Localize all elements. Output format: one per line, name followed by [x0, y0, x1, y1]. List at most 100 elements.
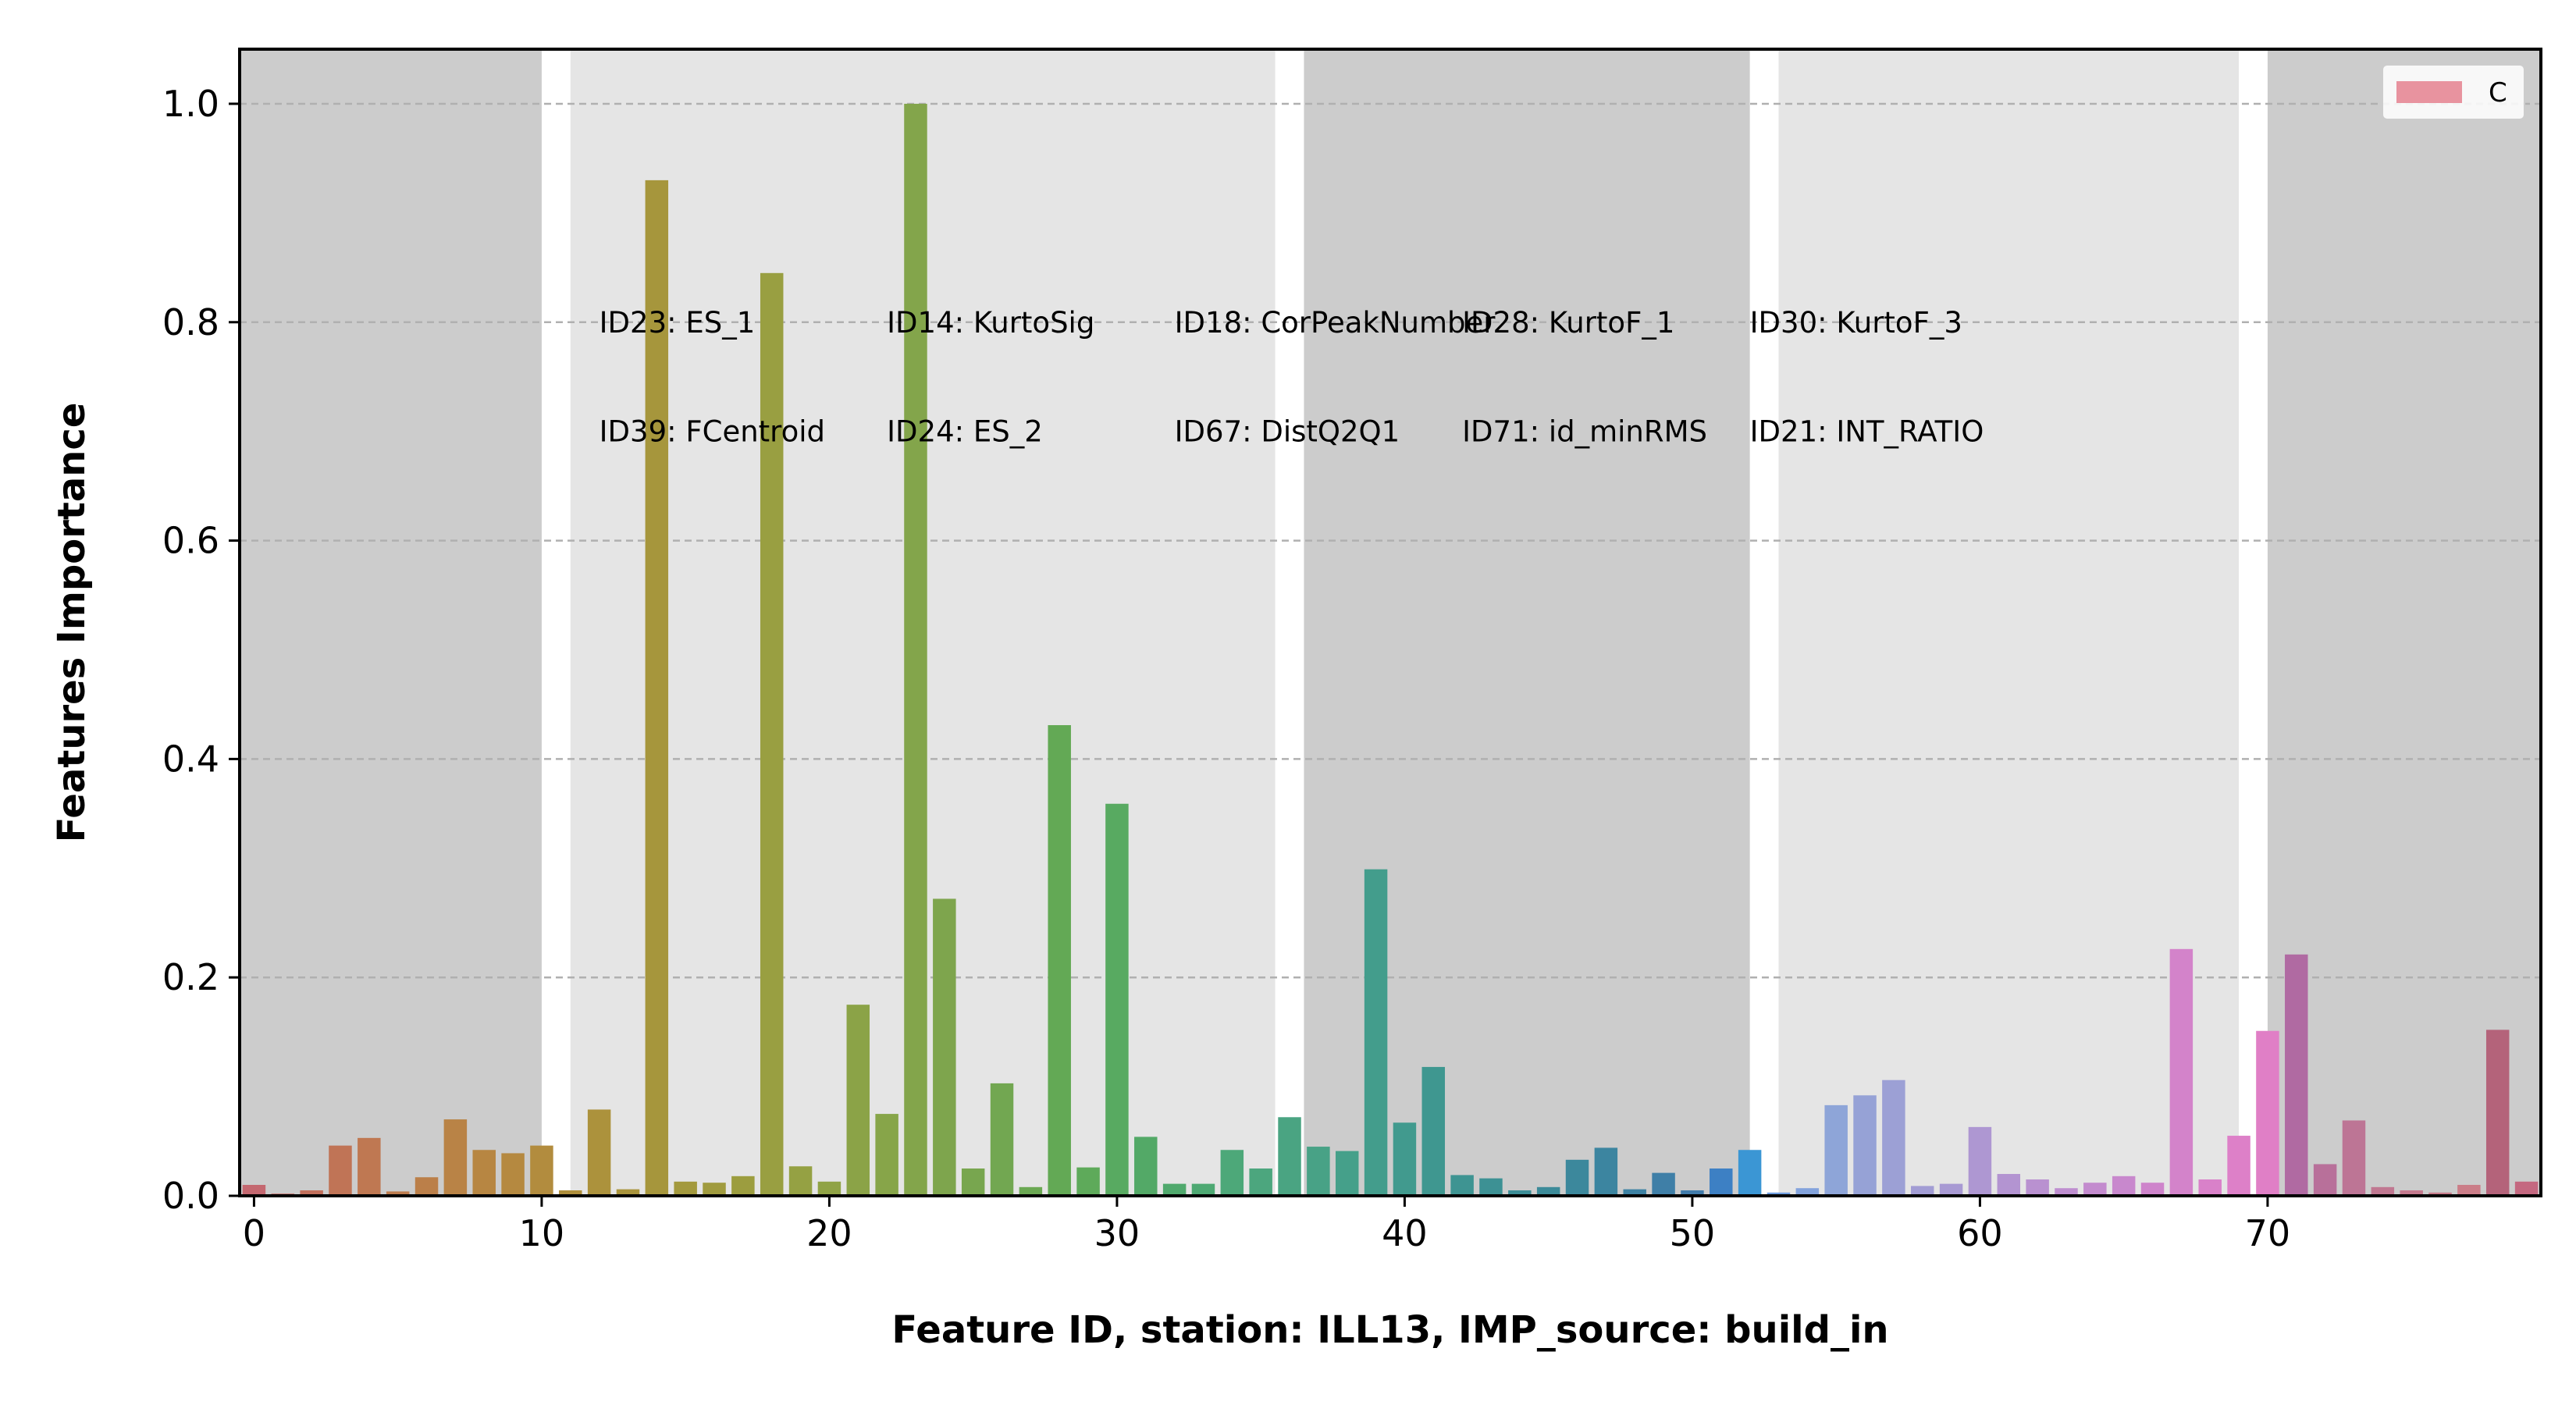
background-band-4 — [2267, 49, 2541, 1196]
plot-frame — [238, 48, 2542, 1197]
annotation-2: ID18: CorPeakNumber — [1175, 306, 1496, 340]
bar-series — [242, 103, 2539, 1197]
x-axis-title: Feature ID, station: ILL13, IMP_source: … — [891, 1308, 1888, 1352]
x-tick-label-4: 40 — [1382, 1212, 1428, 1254]
bar-61 — [1997, 1174, 2021, 1196]
bar-38 — [1335, 1151, 1359, 1196]
bar-33 — [1191, 1183, 1215, 1196]
y-tick-label-2: 0.4 — [162, 738, 219, 780]
x-tick-label-5: 50 — [1670, 1212, 1716, 1254]
bar-76 — [2428, 1192, 2452, 1196]
annotation-6: ID24: ES_2 — [887, 415, 1043, 449]
bar-40 — [1393, 1122, 1417, 1196]
bar-20 — [817, 1181, 841, 1196]
bar-5 — [386, 1191, 410, 1196]
background-band-3 — [1778, 49, 2240, 1196]
bar-78 — [2485, 1030, 2510, 1196]
bar-25 — [961, 1168, 985, 1196]
bar-56 — [1853, 1095, 1877, 1196]
y-tick-label-5: 1.0 — [162, 83, 219, 125]
bar-32 — [1162, 1183, 1187, 1196]
bar-69 — [2227, 1136, 2250, 1196]
annotation-5: ID39: FCentroid — [600, 415, 825, 449]
bar-49 — [1652, 1172, 1675, 1196]
bar-58 — [1910, 1186, 1934, 1196]
bar-29 — [1076, 1167, 1100, 1196]
background-bands — [240, 49, 2541, 1196]
bar-48 — [1623, 1189, 1646, 1196]
annotation-7: ID67: DistQ2Q1 — [1175, 415, 1400, 449]
bar-10 — [530, 1145, 553, 1196]
annotation-9: ID21: INT_RATIO — [1750, 415, 1984, 449]
bar-42 — [1450, 1175, 1474, 1196]
bar-57 — [1882, 1080, 1905, 1196]
legend: C — [2382, 64, 2525, 120]
bar-63 — [2055, 1188, 2078, 1196]
bar-75 — [2400, 1190, 2423, 1196]
annotation-4: ID30: KurtoF_3 — [1750, 306, 1962, 340]
bar-15 — [674, 1181, 697, 1196]
bar-18 — [760, 272, 784, 1197]
x-tick-label-1: 10 — [519, 1212, 565, 1254]
bar-53 — [1767, 1192, 1791, 1196]
bar-64 — [2083, 1183, 2107, 1196]
bar-70 — [2256, 1030, 2279, 1196]
bar-60 — [1968, 1126, 1992, 1196]
bar-68 — [2198, 1179, 2222, 1196]
bar-45 — [1536, 1186, 1560, 1196]
bar-35 — [1249, 1168, 1272, 1196]
annotation-0: ID23: ES_1 — [600, 306, 756, 340]
bar-6 — [415, 1177, 439, 1196]
bar-8 — [472, 1150, 496, 1196]
bar-47 — [1594, 1147, 1618, 1196]
x-tick-label-3: 30 — [1094, 1212, 1140, 1254]
x-tick-label-0: 0 — [243, 1212, 265, 1254]
bar-72 — [2313, 1164, 2337, 1196]
bar-30 — [1105, 803, 1129, 1196]
bar-65 — [2112, 1176, 2136, 1196]
bar-12 — [587, 1109, 611, 1196]
background-band-0 — [240, 49, 542, 1196]
bar-0 — [242, 1185, 266, 1196]
x-tick-label-6: 60 — [1957, 1212, 2003, 1254]
bar-7 — [443, 1119, 468, 1196]
bar-9 — [501, 1153, 525, 1196]
bar-21 — [846, 1005, 870, 1196]
bar-62 — [2026, 1179, 2049, 1196]
bar-28 — [1048, 725, 1071, 1196]
y-tick-label-3: 0.6 — [162, 520, 219, 562]
bar-36 — [1278, 1117, 1301, 1196]
bar-2 — [300, 1190, 323, 1196]
bar-3 — [329, 1145, 352, 1196]
x-tick-label-2: 20 — [806, 1212, 852, 1254]
bar-66 — [2140, 1183, 2165, 1196]
bar-13 — [616, 1189, 640, 1196]
annotation-3: ID28: KurtoF_1 — [1462, 306, 1674, 340]
bar-54 — [1795, 1188, 1820, 1196]
bar-41 — [1421, 1066, 1446, 1196]
bar-46 — [1565, 1159, 1589, 1196]
bar-50 — [1681, 1190, 1704, 1196]
bar-44 — [1508, 1190, 1532, 1196]
bar-22 — [875, 1114, 898, 1196]
y-tick-label-1: 0.2 — [162, 956, 219, 998]
bar-43 — [1479, 1178, 1503, 1196]
bar-71 — [2285, 954, 2308, 1196]
bar-24 — [933, 898, 956, 1196]
bar-4 — [358, 1137, 381, 1196]
bar-34 — [1220, 1150, 1244, 1196]
bar-79 — [2514, 1181, 2539, 1196]
bar-59 — [1939, 1183, 1963, 1196]
bar-23 — [904, 103, 927, 1196]
bar-14 — [645, 180, 669, 1196]
bar-11 — [559, 1190, 582, 1196]
annotation-8: ID71: id_minRMS — [1462, 415, 1707, 449]
bar-74 — [2371, 1186, 2395, 1196]
bar-37 — [1307, 1147, 1330, 1196]
bar-31 — [1134, 1136, 1158, 1196]
bar-19 — [788, 1166, 813, 1196]
bar-67 — [2169, 948, 2194, 1196]
bar-77 — [2457, 1185, 2481, 1196]
y-tick-label-4: 0.8 — [162, 301, 219, 343]
